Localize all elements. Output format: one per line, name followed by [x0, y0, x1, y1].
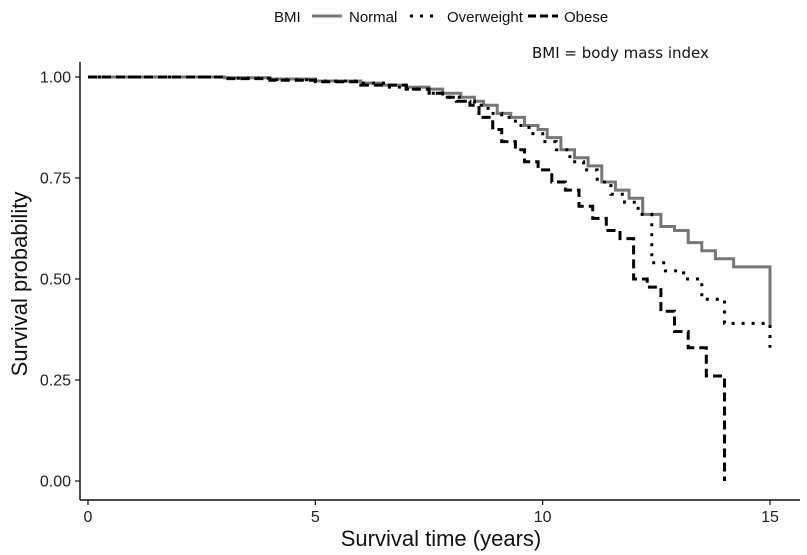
y-axis-title: Survival probability [7, 192, 32, 377]
y-axis-ticks: 0.00 0.25 0.50 0.75 1.00 [40, 70, 80, 491]
y-tick-label: 0.50 [40, 272, 71, 289]
y-tick-label: 0.25 [40, 373, 71, 390]
y-tick-label: 0.75 [40, 171, 71, 188]
series-line-overweight [88, 75, 772, 348]
series-line-obese [88, 75, 726, 481]
annotation-bmi-definition: BMI = body mass index [532, 44, 709, 62]
x-axis-ticks: 0 5 10 15 [84, 500, 779, 526]
legend-label-normal: Normal [349, 9, 397, 26]
y-tick-label: 1.00 [40, 70, 71, 87]
legend-label-overweight: Overweight [447, 9, 524, 26]
x-tick-label: 0 [84, 509, 93, 526]
y-tick-label: 0.00 [40, 474, 71, 491]
x-tick-label: 10 [534, 509, 552, 526]
x-tick-label: 5 [311, 509, 320, 526]
legend-label-obese: Obese [564, 9, 608, 26]
legend: BMI Normal Overweight Obese [274, 9, 608, 26]
x-axis-title: Survival time (years) [341, 526, 541, 551]
series-line-normal [88, 75, 772, 326]
x-tick-label: 15 [761, 509, 779, 526]
legend-title: BMI [274, 9, 301, 26]
plot-area [88, 75, 772, 481]
